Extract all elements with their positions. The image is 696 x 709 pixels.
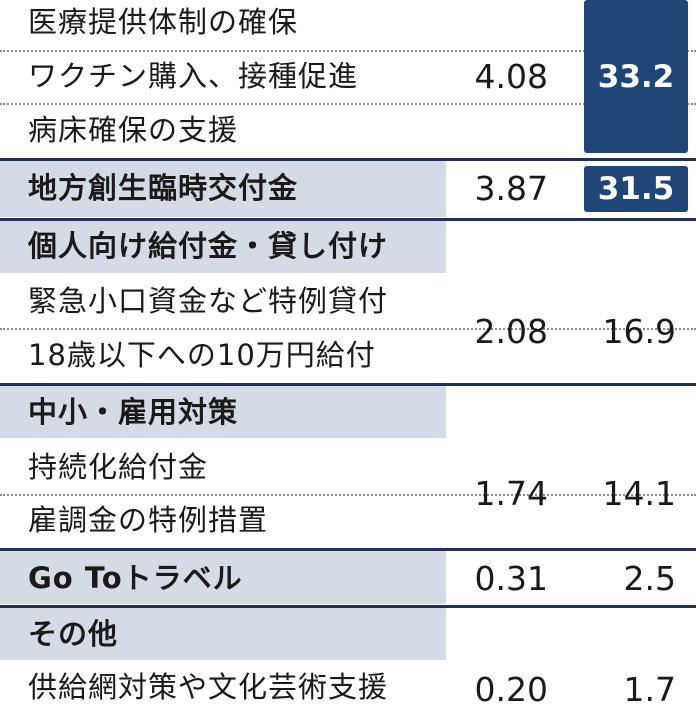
value-sme-trillion: 1.74 (474, 474, 548, 513)
item-continuity-benefit: 持続化給付金 (28, 450, 209, 484)
row-separator (0, 218, 696, 221)
item-medical-system: 医療提供体制の確保 (28, 5, 299, 39)
item-hospital-beds: 病床確保の支援 (28, 113, 239, 147)
category-sme-employment: 中小・雇用対策 (28, 395, 239, 429)
category-band (0, 608, 446, 660)
value-individual-trillion: 2.08 (474, 312, 548, 351)
item-vaccine: ワクチン購入、接種促進 (28, 59, 359, 93)
value-medical-percent-bar: 33.2 (584, 0, 688, 153)
row-separator (0, 158, 696, 161)
value-other-percent: 1.7 (623, 670, 676, 709)
item-go-to-travel: Go Toトラベル (28, 561, 243, 595)
row-separator (0, 548, 696, 551)
item-employment-subsidy: 雇調金の特例措置 (28, 503, 269, 537)
dotted-divider (0, 494, 696, 496)
value-sme-percent: 14.1 (602, 474, 676, 513)
item-supply-chain-arts: 供給網対策や文化芸術支援 (28, 670, 389, 704)
category-band (0, 221, 446, 273)
item-emergency-loans: 緊急小口資金など特例貸付 (28, 284, 389, 318)
category-individual-benefits: 個人向け給付金・貸し付け (28, 229, 389, 263)
item-regional-grant: 地方創生臨時交付金 (28, 171, 299, 205)
value-regional-trillion: 3.87 (474, 169, 548, 208)
row-separator (0, 383, 696, 386)
value-individual-percent: 16.9 (602, 312, 676, 351)
value-travel-trillion: 0.31 (474, 559, 548, 598)
dotted-divider (0, 103, 696, 105)
category-other: その他 (28, 617, 119, 651)
value-travel-percent: 2.5 (623, 559, 676, 598)
category-band (0, 551, 446, 604)
category-band (0, 161, 446, 217)
category-band (0, 386, 446, 438)
value-regional-percent-bar: 31.5 (584, 166, 688, 212)
item-child-benefit: 18歳以下への10万円給付 (28, 338, 376, 372)
dotted-divider (0, 328, 696, 330)
row-separator (0, 605, 696, 608)
value-other-trillion: 0.20 (474, 670, 548, 709)
dotted-divider (0, 50, 696, 52)
value-medical-trillion: 4.08 (474, 57, 548, 96)
